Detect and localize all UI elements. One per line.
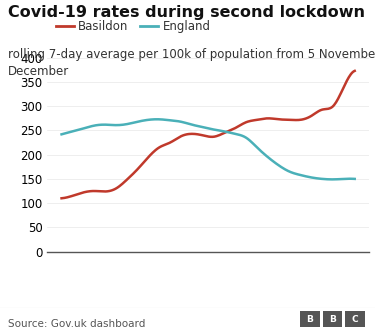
Text: Source: Gov.uk dashboard: Source: Gov.uk dashboard <box>8 319 145 329</box>
Text: C: C <box>351 314 358 324</box>
Text: rolling 7-day average per 100k of population from 5 November to 2
December: rolling 7-day average per 100k of popula… <box>8 48 375 78</box>
FancyBboxPatch shape <box>300 311 320 327</box>
Legend: Basildon, England: Basildon, England <box>51 15 216 38</box>
FancyBboxPatch shape <box>322 311 342 327</box>
Text: Covid-19 rates during second lockdown: Covid-19 rates during second lockdown <box>8 5 364 20</box>
Text: B: B <box>306 314 313 324</box>
Text: B: B <box>329 314 336 324</box>
FancyBboxPatch shape <box>345 311 364 327</box>
